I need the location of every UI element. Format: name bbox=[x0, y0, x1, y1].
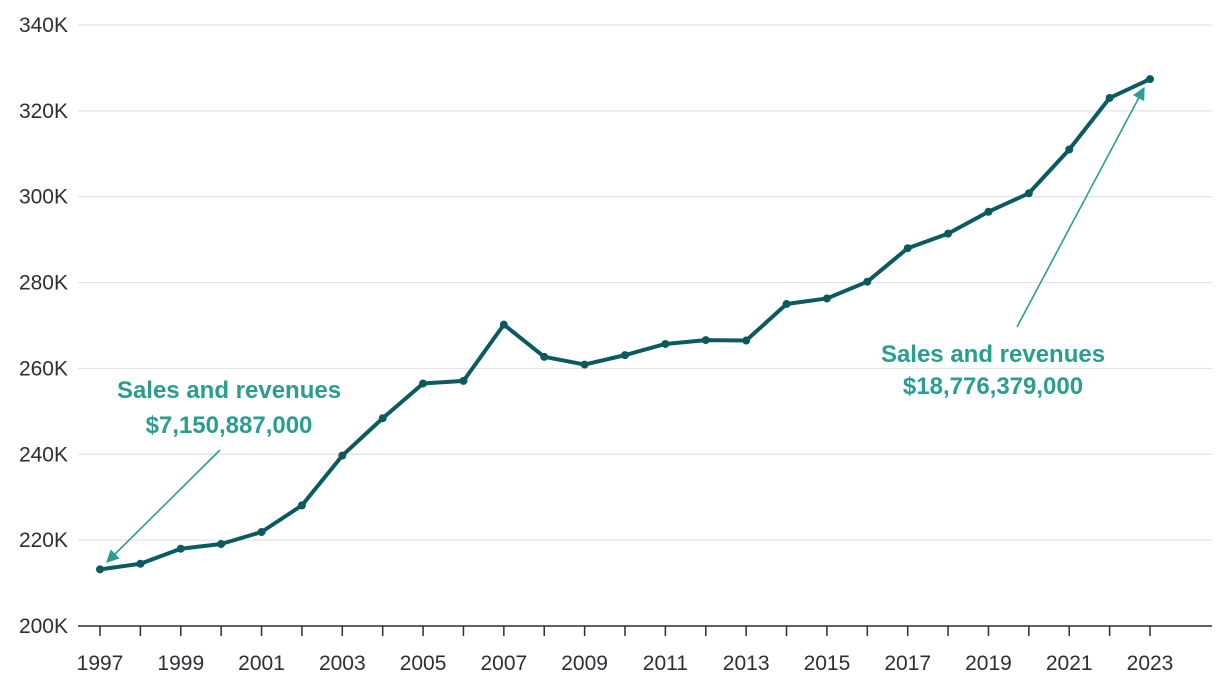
annotation-value: $7,150,887,000 bbox=[146, 412, 313, 439]
data-point bbox=[782, 300, 791, 309]
x-tick-label: 1999 bbox=[157, 652, 204, 675]
data-point bbox=[984, 207, 993, 216]
data-point bbox=[742, 336, 751, 345]
y-tick-label: 340K bbox=[19, 14, 68, 37]
data-point bbox=[378, 414, 387, 423]
x-tick-label: 2007 bbox=[480, 652, 527, 675]
y-tick-label: 280K bbox=[19, 272, 68, 295]
data-point bbox=[217, 540, 226, 549]
y-tick-label: 320K bbox=[19, 100, 68, 123]
data-point bbox=[540, 352, 549, 361]
x-tick-label: 2023 bbox=[1127, 652, 1174, 675]
data-point bbox=[1105, 93, 1114, 102]
x-tick-label: 2001 bbox=[238, 652, 285, 675]
data-point bbox=[257, 527, 266, 536]
data-point bbox=[863, 277, 872, 286]
x-tick-label: 2019 bbox=[965, 652, 1012, 675]
y-tick-label: 240K bbox=[19, 443, 68, 466]
y-tick-label: 260K bbox=[19, 357, 68, 380]
data-point bbox=[1024, 189, 1033, 198]
y-tick-label: 200K bbox=[19, 615, 68, 638]
y-axis: 200K 220K 240K 260K 280K 300K 320K 340K bbox=[19, 14, 68, 638]
data-point bbox=[459, 376, 468, 385]
data-point bbox=[1065, 145, 1074, 154]
annotation-arrow bbox=[106, 449, 221, 563]
data-point bbox=[944, 229, 953, 238]
data-point bbox=[96, 565, 104, 574]
x-tick-label: 2005 bbox=[400, 652, 447, 675]
y-tick-label: 220K bbox=[19, 529, 68, 552]
x-tick-label: 2009 bbox=[561, 652, 608, 675]
data-point bbox=[903, 244, 912, 253]
x-tick-label: 1997 bbox=[77, 652, 124, 675]
series-layer bbox=[96, 75, 1154, 574]
x-tick-label: 2017 bbox=[884, 652, 931, 675]
data-point bbox=[338, 451, 347, 460]
data-point bbox=[136, 559, 145, 568]
gridlines bbox=[78, 24, 1212, 541]
annotation-label: Sales and revenues bbox=[117, 377, 341, 404]
data-point bbox=[580, 360, 589, 369]
data-point bbox=[822, 294, 831, 303]
annotations: Sales and revenues $7,150,887,000 Sales an… bbox=[106, 86, 1145, 563]
data-point bbox=[176, 544, 185, 553]
x-tick-label: 2011 bbox=[643, 652, 688, 675]
series-line bbox=[98, 77, 1152, 572]
x-tick-label: 2003 bbox=[319, 652, 366, 675]
x-tick-label: 2013 bbox=[723, 652, 770, 675]
x-tick-label: 2021 bbox=[1046, 652, 1093, 675]
data-point bbox=[661, 339, 670, 348]
data-point bbox=[621, 351, 629, 360]
data-point bbox=[297, 501, 306, 510]
x-tick-label: 2015 bbox=[804, 652, 851, 675]
annotation-arrow bbox=[1016, 86, 1145, 328]
data-point bbox=[1146, 75, 1154, 84]
annotation-label: Sales and revenues bbox=[881, 341, 1105, 368]
data-point bbox=[499, 320, 508, 329]
data-point bbox=[701, 336, 710, 345]
y-tick-label: 300K bbox=[19, 186, 68, 209]
data-point bbox=[419, 379, 428, 388]
annotation-value: $18,776,379,000 bbox=[903, 373, 1083, 400]
x-axis: 1997 1999 2001 2003 2005 2007 2009 2011 2013 2015… bbox=[77, 625, 1212, 675]
